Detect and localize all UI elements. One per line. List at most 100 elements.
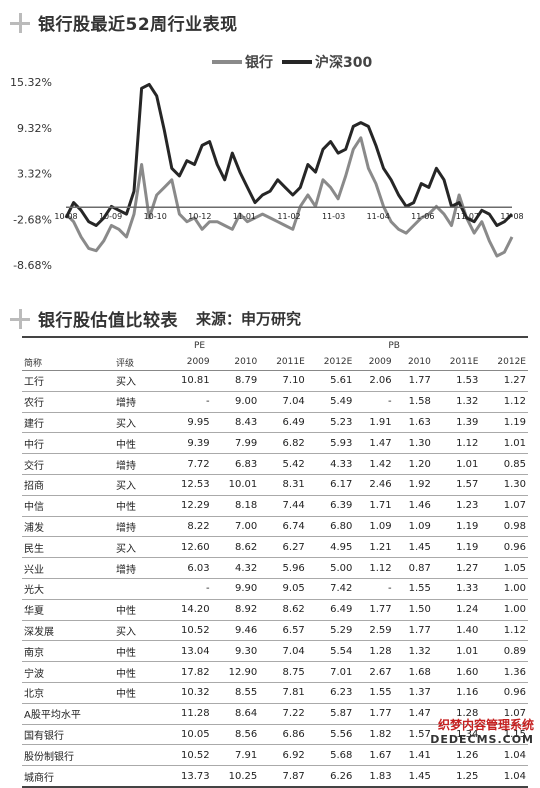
y-tick-label: -8.68%: [13, 259, 52, 272]
value-cell: 4.95: [306, 536, 355, 559]
bank-name-cell: 北京: [22, 682, 114, 704]
value-cell: 1.19: [480, 412, 528, 434]
value-cell: 1.19: [432, 536, 481, 559]
table-row: 中行 中性 9.39 7.99 6.82 5.93 1.47 1.30 1.12 1.01: [22, 432, 528, 455]
value-cell: 12.90: [211, 661, 260, 683]
table-row: 宁波 中性 17.82 12.90 8.75 7.01 2.67 1.68 1.60 1.36: [22, 661, 528, 683]
legend-label: 银行: [245, 54, 273, 71]
value-cell: 9.00: [211, 391, 260, 413]
value-cell: 4.32: [211, 557, 260, 579]
watermark-line1: 织梦内容管理系统: [437, 718, 534, 732]
x-tick-label: 11-01: [233, 212, 256, 221]
watermark: 织梦内容管理系统 DEDECMS.COM: [430, 716, 534, 746]
value-cell: 9.90: [211, 578, 260, 600]
value-cell: 6.26: [306, 765, 355, 788]
rating-cell: 买入: [114, 620, 164, 642]
value-cell: 1.32: [432, 391, 481, 413]
bank-name-cell: 城商行: [22, 765, 114, 788]
rating-cell: 中性: [114, 661, 164, 683]
bank-name-cell: 建行: [22, 412, 114, 434]
rating-cell: [114, 724, 164, 746]
value-cell: 1.01: [432, 453, 481, 475]
value-cell: 2.59: [354, 620, 394, 642]
table-row: 兴业 增持 6.03 4.32 5.96 5.00 1.12 0.87 1.27 1.05: [22, 557, 528, 579]
value-cell: 10.05: [164, 724, 212, 746]
value-cell: 6.17: [306, 474, 355, 496]
column-header: 2011E: [259, 354, 307, 371]
value-cell: 7.42: [306, 578, 355, 600]
value-cell: -: [354, 391, 394, 413]
value-cell: 1.09: [354, 516, 394, 538]
bank-name-cell: 国有银行: [22, 724, 114, 746]
table-row: 建行 买入 9.95 8.43 6.49 5.23 1.91 1.63 1.39 1.19: [22, 412, 528, 434]
value-cell: 1.39: [432, 412, 481, 434]
plus-icon: [10, 308, 30, 329]
value-cell: 13.73: [164, 765, 212, 788]
table-row: 深发展 买入 10.52 9.46 6.57 5.29 2.59 1.77 1.40 1.12: [22, 620, 528, 642]
y-tick-label: 9.32%: [17, 122, 52, 135]
value-cell: 1.05: [480, 557, 528, 579]
value-cell: 1.50: [393, 599, 433, 621]
value-cell: 6.83: [211, 453, 260, 475]
rating-cell: [114, 703, 164, 725]
table-row: 华夏 中性 14.20 8.92 8.62 6.49 1.77 1.50 1.24 1.00: [22, 599, 528, 621]
value-cell: 8.92: [211, 599, 260, 621]
pe-group-header: PE: [164, 336, 355, 354]
value-cell: 10.01: [211, 474, 260, 496]
value-cell: 1.12: [432, 432, 481, 455]
value-cell: 1.20: [393, 453, 433, 475]
value-cell: 1.45: [393, 765, 433, 788]
value-cell: 5.54: [306, 640, 355, 663]
value-cell: 1.82: [354, 724, 394, 746]
value-cell: 0.98: [480, 516, 528, 538]
value-cell: 1.28: [432, 703, 481, 725]
column-header: 2009: [164, 354, 212, 371]
value-cell: 6.49: [259, 412, 307, 434]
rating-cell: 增持: [114, 557, 164, 579]
value-cell: 7.22: [259, 703, 307, 725]
value-cell: 1.57: [393, 724, 433, 746]
bank-name-cell: 华夏: [22, 599, 114, 621]
value-cell: 12.53: [164, 474, 212, 496]
value-cell: 1.55: [393, 578, 433, 600]
table-column-header-row: 简称 评级 2009 2010 2011E 2012E 2009 2010 2011E 2012E: [22, 354, 528, 371]
value-cell: 1.04: [480, 765, 528, 788]
value-cell: 5.00: [306, 557, 355, 579]
bank-name-cell: 农行: [22, 391, 114, 413]
bank-name-cell: 中行: [22, 432, 114, 455]
value-cell: 8.79: [211, 370, 260, 392]
x-tick-label: 10-08: [54, 212, 77, 221]
value-cell: 1.12: [480, 620, 528, 642]
value-cell: 1.00: [480, 599, 528, 621]
value-cell: 1.01: [480, 432, 528, 455]
value-cell: 10.25: [211, 765, 260, 788]
rating-cell: 买入: [114, 370, 164, 392]
value-cell: 13.04: [164, 640, 212, 663]
value-cell: 1.77: [393, 370, 433, 392]
bank-name-cell: A股平均水平: [22, 703, 114, 725]
value-cell: 9.46: [211, 620, 260, 642]
value-cell: 11.28: [164, 703, 212, 725]
bank-name-cell: 南京: [22, 640, 114, 663]
value-cell: 2.67: [354, 661, 394, 683]
table-row: A股平均水平 11.28 8.64 7.22 5.87 1.77 1.47 1.28 1.07: [22, 703, 528, 725]
value-cell: 6.82: [259, 432, 307, 455]
table-row: 招商 买入 12.53 10.01 8.31 6.17 2.46 1.92 1.57 1.30: [22, 474, 528, 496]
value-cell: 6.92: [259, 744, 307, 767]
bank-name-cell: 中信: [22, 495, 114, 517]
column-header: 2011E: [432, 354, 481, 371]
rating-cell: 买入: [114, 536, 164, 559]
value-cell: 1.45: [393, 536, 433, 559]
value-cell: 1.71: [354, 495, 394, 517]
value-cell: 5.93: [306, 432, 355, 455]
value-cell: 1.30: [393, 432, 433, 455]
rating-cell: 中性: [114, 599, 164, 621]
table-group-header-row: PE PB: [22, 336, 528, 354]
column-header: 简称: [22, 354, 114, 371]
value-cell: 5.29: [306, 620, 355, 642]
value-cell: 8.64: [211, 703, 260, 725]
value-cell: 7.81: [259, 682, 307, 704]
value-cell: 1.23: [432, 495, 481, 517]
value-cell: 1.33: [432, 578, 481, 600]
plus-icon: [10, 12, 30, 33]
